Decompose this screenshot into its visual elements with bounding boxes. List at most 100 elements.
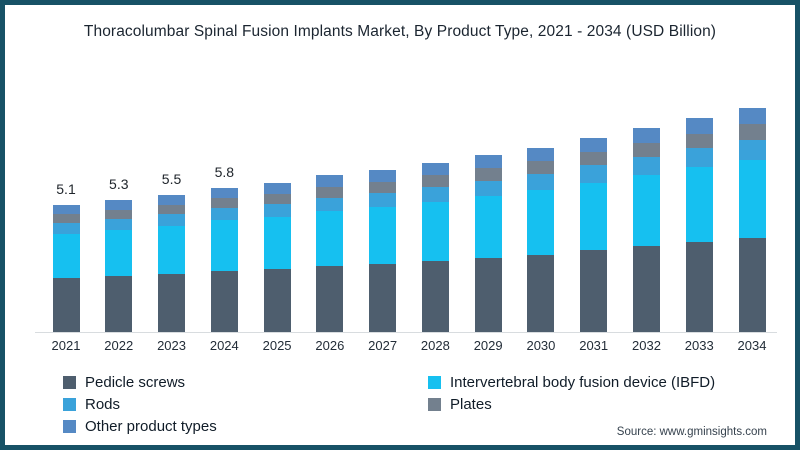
bar-segment-plates: [580, 152, 608, 166]
legend-item-other-product-types: Other product types: [63, 415, 428, 437]
legend-item-intervertebral-body-fusion-device-ibfd: Intervertebral body fusion device (IBFD): [428, 371, 715, 393]
bar-segment-rods: [580, 165, 608, 183]
bar-segment-other-product-types: [210, 187, 238, 199]
bar-segment-other-product-types: [527, 147, 555, 162]
bar-segment-rods: [632, 156, 660, 176]
legend-item-pedicle-screws: Pedicle screws: [63, 371, 428, 393]
bar-segment-intervertebral-body-fusion-device-ibfd: [52, 233, 80, 279]
bar-segment-rods: [105, 218, 133, 230]
bar-segment-rods: [316, 197, 344, 211]
legend-label-rods: Rods: [85, 395, 121, 413]
bar-segment-intervertebral-body-fusion-device-ibfd: [474, 196, 502, 258]
bar-segment-other-product-types: [316, 175, 344, 187]
legend: Pedicle screws Intervertebral body fusion…: [63, 371, 715, 437]
bar-segment-rods: [369, 193, 397, 208]
bar-segment-plates: [316, 186, 344, 198]
bar-segment-intervertebral-body-fusion-device-ibfd: [580, 182, 608, 251]
chart-title: Thoracolumbar Spinal Fusion Implants Mar…: [83, 23, 717, 40]
legend-label-other-product-types: Other product types: [85, 417, 217, 435]
bar-value-label-2022: 5.3: [109, 176, 129, 193]
bar-segment-intervertebral-body-fusion-device-ibfd: [263, 216, 291, 270]
x-tick-label-2034: 2034: [737, 338, 767, 353]
bar-segment-rods: [210, 208, 238, 221]
x-tick-label-2028: 2028: [420, 338, 450, 353]
legend-item-plates: Plates: [428, 393, 715, 415]
bar-segment-intervertebral-body-fusion-device-ibfd: [158, 226, 186, 275]
bar-2026: [316, 175, 344, 332]
bar-value-label-2024: 5.8: [214, 163, 235, 180]
bar-segment-intervertebral-body-fusion-device-ibfd: [210, 220, 238, 272]
bar-segment-plates: [685, 133, 713, 149]
bar-segment-rods: [685, 148, 713, 168]
bar-segment-rods: [474, 180, 502, 197]
bar-segment-pedicle-screws: [527, 254, 555, 332]
bar-segment-other-product-types: [158, 195, 186, 205]
bar-segment-rods: [52, 222, 80, 234]
bar-segment-other-product-types: [52, 205, 80, 214]
source-credit: Source: www.gminsights.com: [616, 426, 767, 438]
bar-segment-pedicle-screws: [474, 257, 502, 332]
bar-segment-pedicle-screws: [580, 250, 608, 332]
bar-segment-plates: [263, 193, 291, 205]
bar-2023: [158, 195, 186, 332]
x-tick-label-2032: 2032: [632, 338, 661, 353]
bar-segment-rods: [158, 214, 186, 227]
bar-segment-rods: [421, 186, 449, 202]
x-tick-label-2021: 2021: [51, 338, 81, 353]
bar-segment-other-product-types: [421, 162, 449, 176]
bar-segment-other-product-types: [580, 137, 608, 153]
legend-label-plates: Plates: [450, 395, 492, 413]
bar-2021: [52, 205, 80, 332]
bar-2033: [685, 117, 713, 332]
bar-segment-pedicle-screws: [632, 246, 660, 332]
bar-segment-pedicle-screws: [105, 276, 133, 332]
bar-segment-intervertebral-body-fusion-device-ibfd: [632, 175, 660, 247]
legend-swatch-pedicle-screws: [63, 375, 76, 389]
bar-segment-intervertebral-body-fusion-device-ibfd: [738, 159, 766, 238]
bar-segment-intervertebral-body-fusion-device-ibfd: [105, 229, 133, 277]
x-tick-label-2030: 2030: [526, 338, 556, 353]
x-tick-label-2027: 2027: [368, 338, 398, 353]
bar-segment-intervertebral-body-fusion-device-ibfd: [685, 167, 713, 242]
bar-2030: [527, 147, 555, 332]
bar-segment-plates: [527, 161, 555, 175]
bar-value-label-2021: 5.1: [56, 181, 76, 197]
bar-segment-intervertebral-body-fusion-device-ibfd: [421, 201, 449, 261]
bar-segment-plates: [52, 213, 80, 223]
bar-segment-pedicle-screws: [421, 260, 449, 332]
bar-segment-rods: [738, 139, 766, 160]
x-tick-label-2031: 2031: [579, 338, 609, 353]
bar-segment-other-product-types: [105, 200, 133, 210]
x-tick-label-2029: 2029: [473, 338, 503, 353]
bar-segment-other-product-types: [632, 127, 660, 144]
x-tick-label-2026: 2026: [315, 338, 345, 353]
bar-2027: [369, 170, 397, 332]
bar-segment-pedicle-screws: [158, 274, 186, 332]
bar-2029: [474, 155, 502, 332]
bar-segment-other-product-types: [263, 182, 291, 194]
bar-segment-other-product-types: [369, 170, 397, 183]
bar-segment-pedicle-screws: [210, 271, 238, 332]
bar-2031: [580, 137, 608, 332]
bar-segment-pedicle-screws: [263, 269, 291, 332]
bar-segment-plates: [738, 124, 766, 140]
legend-label-intervertebral-body-fusion-device-ibfd: Intervertebral body fusion device (IBFD): [450, 373, 716, 391]
legend-swatch-other-product-types: [63, 419, 76, 433]
bar-segment-intervertebral-body-fusion-device-ibfd: [369, 207, 397, 265]
bar-2028: [421, 162, 449, 332]
x-tick-label-2033: 2033: [684, 338, 714, 353]
x-tick-label-2023: 2023: [157, 338, 186, 353]
bar-segment-plates: [158, 204, 186, 215]
bar-segment-rods: [527, 174, 555, 191]
bar-segment-intervertebral-body-fusion-device-ibfd: [527, 190, 555, 255]
bar-segment-other-product-types: [474, 155, 502, 169]
bar-segment-pedicle-screws: [369, 264, 397, 332]
x-tick-label-2024: 2024: [209, 338, 239, 353]
bar-segment-plates: [421, 175, 449, 187]
bar-segment-pedicle-screws: [316, 266, 344, 332]
bar-2024: [210, 187, 238, 332]
legend-swatch-rods: [63, 397, 76, 411]
bar-segment-plates: [210, 198, 238, 209]
bar-segment-plates: [474, 168, 502, 181]
